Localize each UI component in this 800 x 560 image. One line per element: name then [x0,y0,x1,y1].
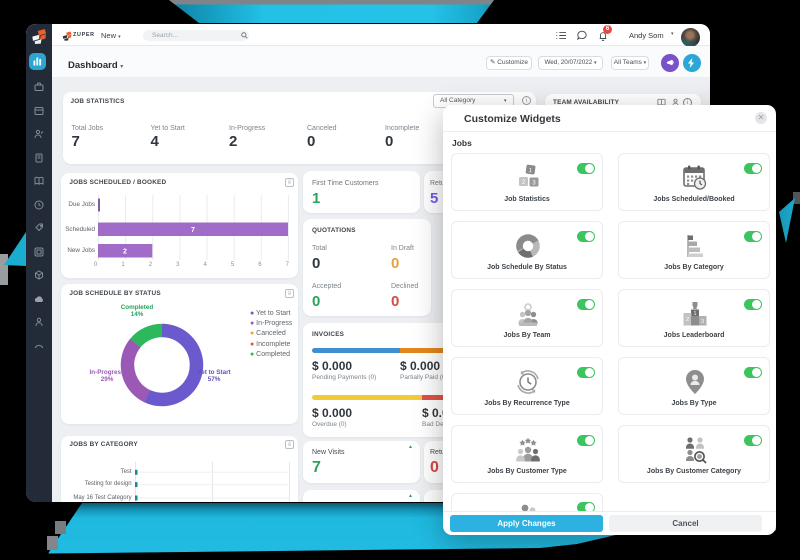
svg-text:2: 2 [686,317,689,323]
svg-text:3: 3 [701,319,704,325]
svg-text:7: 7 [191,227,195,234]
svg-text:1: 1 [528,168,533,174]
svg-text:1: 1 [694,311,697,317]
svg-text:2: 2 [522,180,526,186]
svg-text:2: 2 [123,249,127,256]
svg-text:3: 3 [532,181,536,187]
